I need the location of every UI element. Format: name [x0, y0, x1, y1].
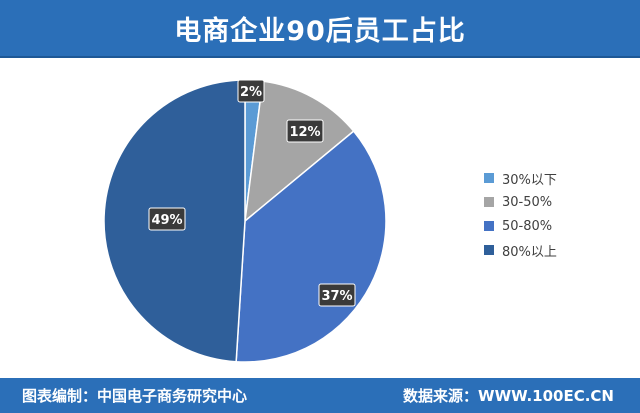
legend-item-2: 30-50%	[484, 190, 557, 214]
svg-text:37%: 37%	[321, 289, 352, 304]
svg-text:12%: 12%	[289, 125, 320, 140]
chart-header: 电商企业90后员工占比	[0, 0, 640, 58]
legend-item-4: 80%以上	[484, 238, 557, 262]
data-label-3: 37%	[318, 283, 356, 307]
chart-title: 电商企业90后员工占比	[174, 15, 466, 47]
legend-label: 50-80%	[502, 218, 553, 234]
pie-chart: 2% 12% 37% 49%	[103, 79, 387, 363]
chart-legend: 30%以下 30-50% 50-80% 80%以上	[484, 166, 557, 262]
legend-label: 80%以上	[502, 244, 557, 260]
svg-text:49%: 49%	[151, 213, 182, 228]
legend-swatch	[484, 221, 494, 231]
data-label-4: 49%	[148, 207, 186, 231]
legend-swatch	[484, 173, 494, 183]
footer-compiler: 图表编制：中国电子商务研究中心	[22, 387, 248, 405]
svg-text:2%: 2%	[240, 85, 262, 100]
footer-source: 数据来源：WWW.100EC.CN	[403, 387, 614, 405]
data-label-2: 12%	[286, 119, 324, 143]
legend-item-3: 50-80%	[484, 214, 557, 238]
chart-footer: 图表编制：中国电子商务研究中心 数据来源：WWW.100EC.CN	[0, 378, 640, 413]
legend-item-1: 30%以下	[484, 166, 557, 190]
data-label-1: 2%	[237, 79, 265, 103]
legend-swatch	[484, 197, 494, 207]
legend-swatch	[484, 245, 494, 255]
pie-slice-2	[244, 80, 355, 223]
legend-label: 30%以下	[502, 172, 557, 188]
legend-label: 30-50%	[502, 194, 553, 210]
